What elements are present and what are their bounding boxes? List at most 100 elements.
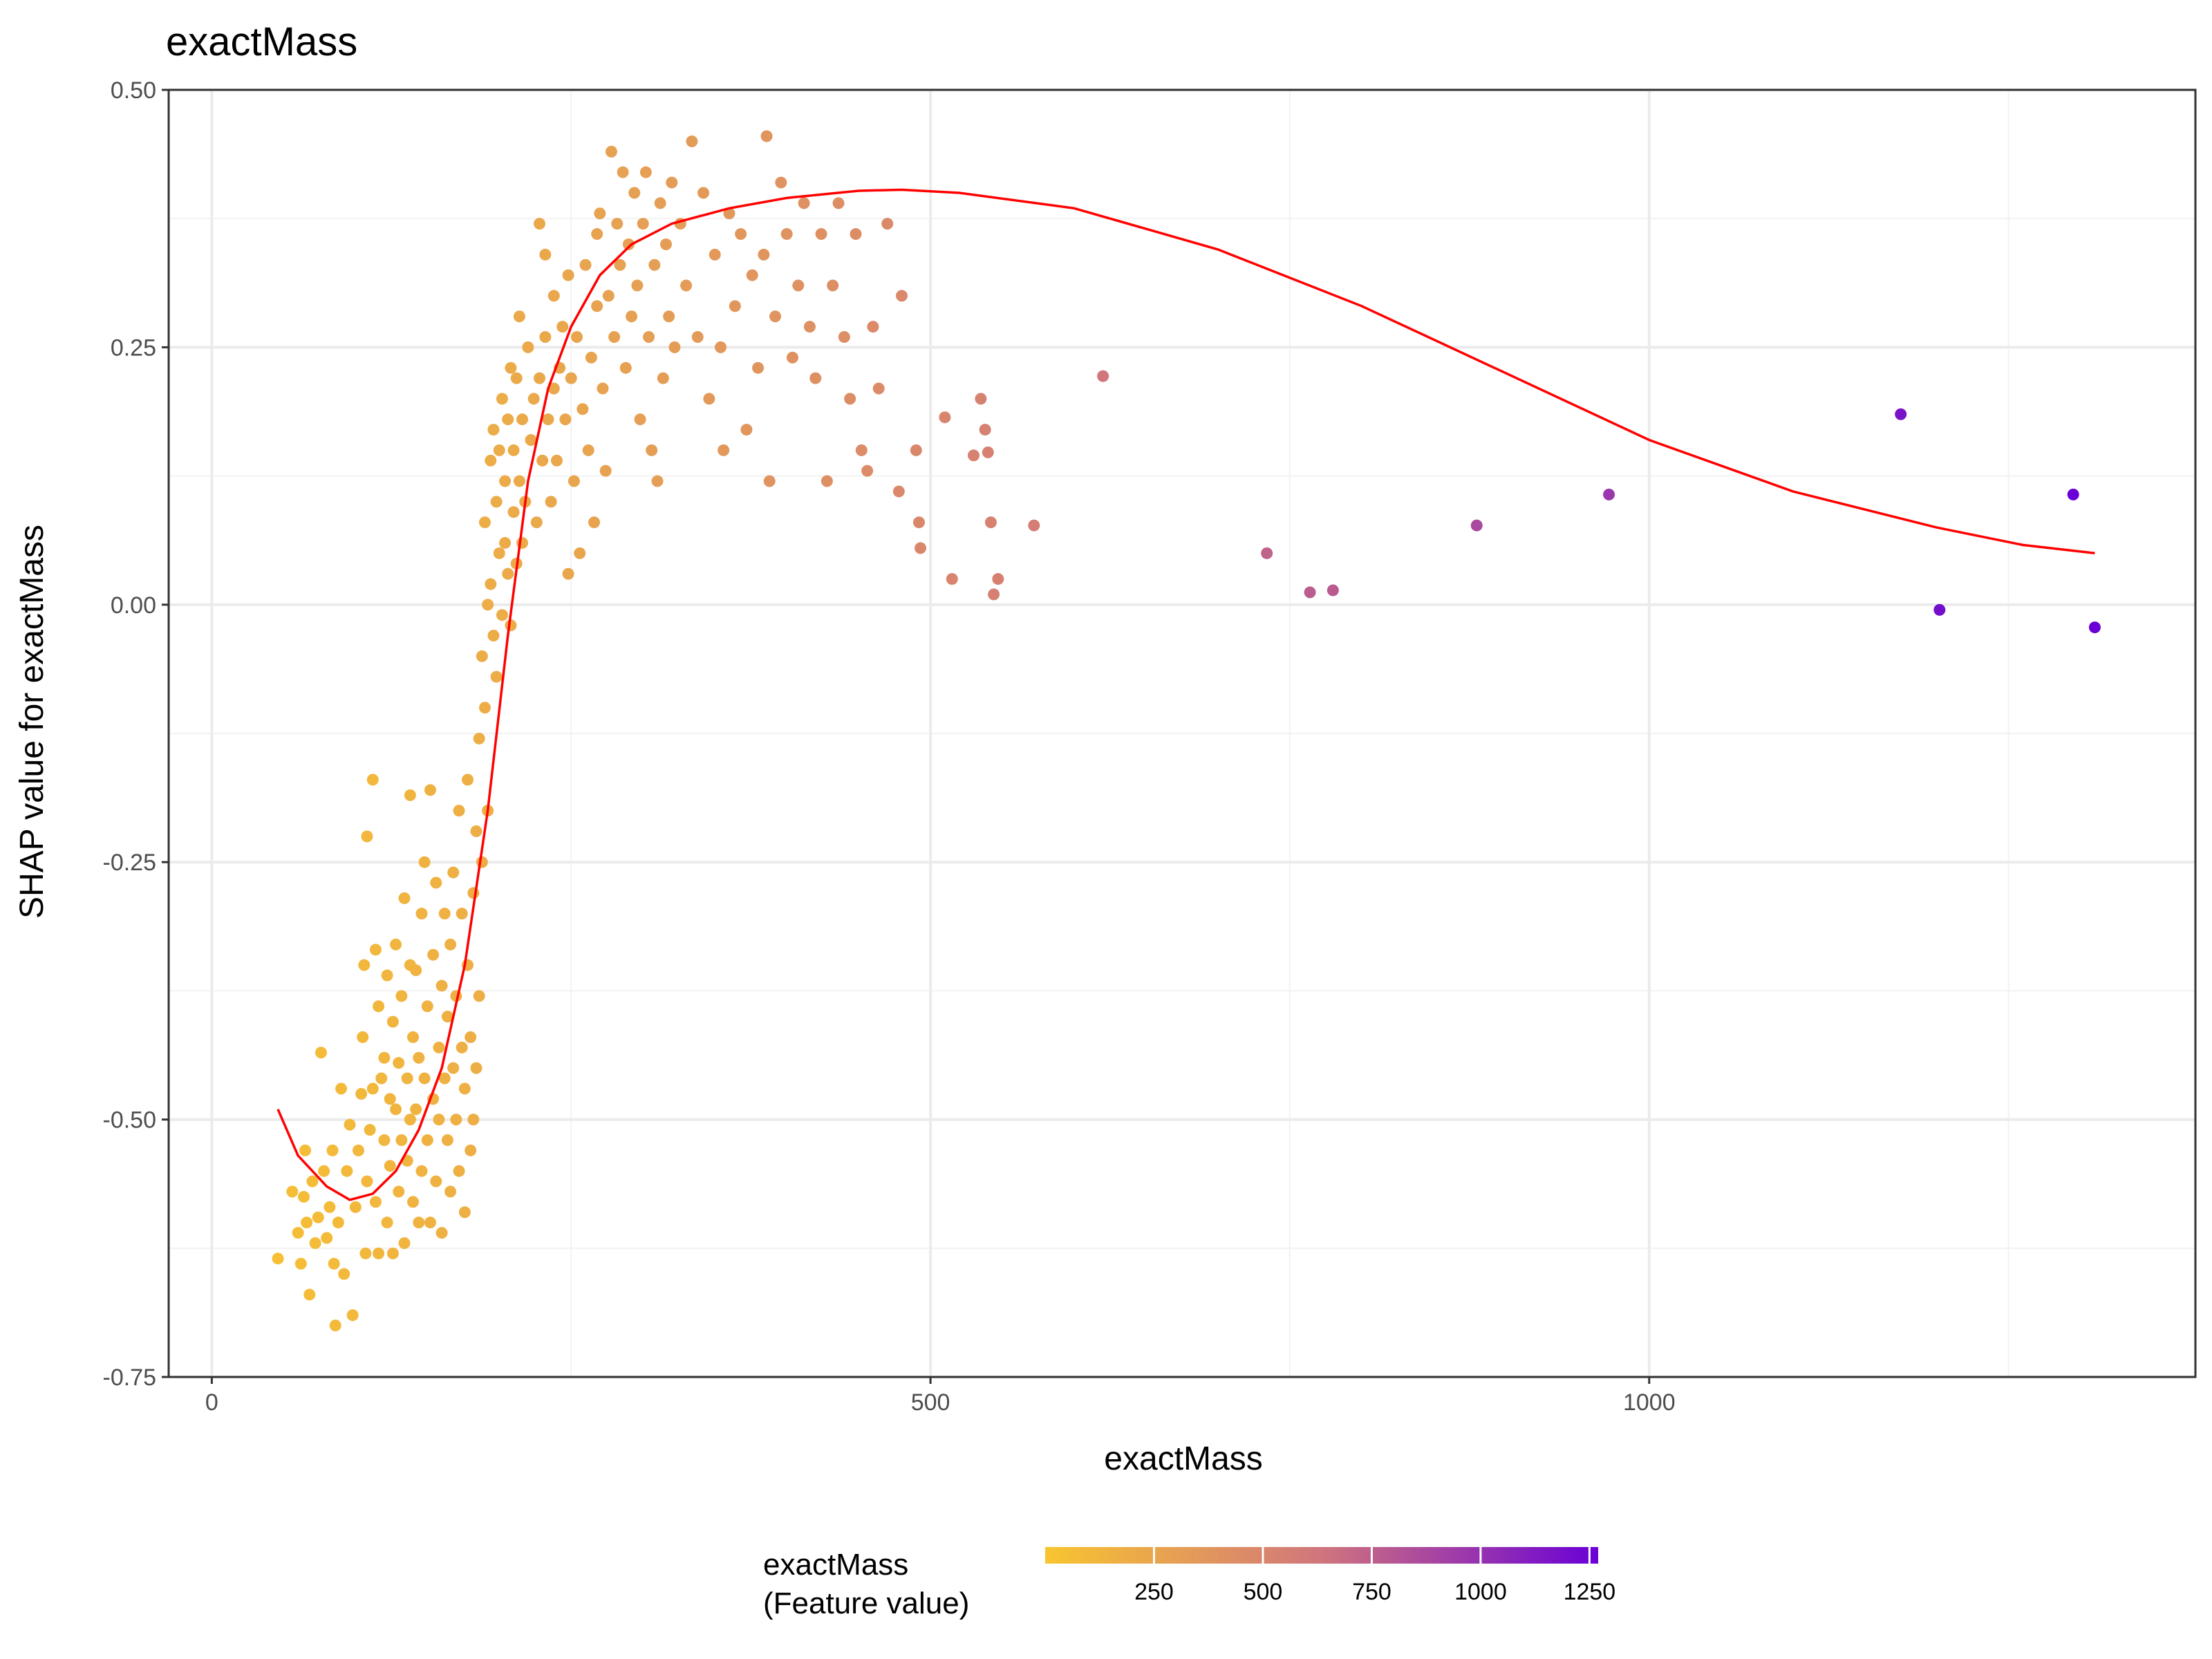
data-point [361, 1175, 373, 1188]
data-point [303, 1288, 316, 1301]
data-point [413, 1217, 425, 1229]
data-point [547, 382, 560, 395]
data-point [294, 1257, 307, 1270]
data-point [352, 1144, 364, 1156]
data-point [359, 1247, 372, 1259]
data-point [666, 176, 678, 189]
data-point [1304, 586, 1316, 599]
data-point [326, 1144, 339, 1156]
data-point [1327, 584, 1339, 597]
data-point [424, 784, 436, 796]
data-point [896, 290, 908, 302]
data-point [939, 411, 951, 424]
data-point [735, 228, 747, 241]
data-point [292, 1226, 304, 1239]
data-point [643, 331, 655, 344]
y-tick-label: -0.50 [103, 1107, 157, 1134]
data-point [709, 248, 721, 261]
data-point [485, 578, 497, 590]
panel-border [167, 88, 2197, 1378]
data-point [487, 629, 500, 641]
data-point [622, 238, 635, 250]
data-point [867, 321, 879, 333]
data-point [525, 433, 537, 446]
data-point [723, 207, 735, 220]
data-point [634, 413, 646, 426]
data-point [369, 944, 382, 956]
data-point [631, 279, 644, 292]
data-point [309, 1237, 321, 1249]
legend-title-line1: exactMass [763, 1548, 908, 1582]
data-point [547, 290, 560, 302]
data-point [427, 948, 440, 961]
data-point [478, 702, 491, 714]
data-point [444, 938, 457, 950]
data-point [297, 1190, 310, 1203]
data-point [1895, 408, 1907, 420]
data-point [539, 331, 552, 344]
y-axis-title: SHAP value for exactMass [14, 525, 50, 919]
data-point [349, 1201, 362, 1213]
data-point [530, 516, 543, 529]
data-point [832, 197, 845, 209]
data-point [657, 372, 669, 384]
data-point [542, 413, 554, 426]
data-point [393, 1057, 405, 1069]
data-point [654, 197, 666, 209]
data-point [536, 454, 549, 467]
data-point [487, 424, 500, 436]
data-point [740, 424, 753, 436]
data-point [594, 207, 606, 220]
data-point [946, 573, 958, 585]
data-point [550, 454, 563, 467]
data-point [639, 166, 652, 178]
data-point [798, 197, 810, 209]
data-point [562, 568, 574, 580]
data-point [1097, 370, 1109, 382]
data-point [809, 372, 822, 384]
data-point [915, 542, 927, 554]
data-point [478, 516, 491, 529]
data-point [975, 393, 987, 405]
x-tick-label: 500 [911, 1389, 950, 1416]
data-point [821, 475, 833, 487]
data-point [335, 1082, 348, 1095]
data-point [582, 444, 594, 456]
data-point [401, 1072, 413, 1085]
data-point [763, 475, 776, 487]
x-tick-label: 0 [205, 1389, 218, 1416]
data-point [373, 1000, 385, 1013]
data-point [608, 331, 621, 344]
y-tick-label: -0.75 [103, 1365, 157, 1391]
data-point [752, 362, 765, 374]
data-point [588, 516, 601, 529]
data-point [341, 1165, 353, 1177]
data-point [321, 1232, 333, 1244]
data-point [415, 908, 428, 920]
data-point [659, 238, 672, 250]
data-point [619, 362, 632, 374]
data-point [597, 382, 609, 395]
data-point [447, 866, 460, 879]
data-point [502, 568, 514, 580]
data-point [527, 393, 540, 405]
data-point [438, 1072, 451, 1085]
data-point [614, 259, 626, 271]
data-point [892, 485, 905, 498]
data-point [611, 218, 624, 230]
data-point [967, 449, 980, 462]
data-point [577, 403, 589, 415]
x-axis-title: exactMass [1104, 1441, 1262, 1477]
data-point [522, 341, 534, 353]
data-point [458, 1082, 471, 1095]
data-point [435, 980, 448, 992]
data-point [373, 1247, 385, 1259]
data-point [516, 413, 529, 426]
data-point [384, 1160, 396, 1172]
data-point [505, 362, 517, 374]
chart-title: exactMass [166, 19, 357, 64]
data-point [404, 789, 416, 801]
data-point [456, 908, 468, 920]
data-point [386, 1247, 399, 1259]
